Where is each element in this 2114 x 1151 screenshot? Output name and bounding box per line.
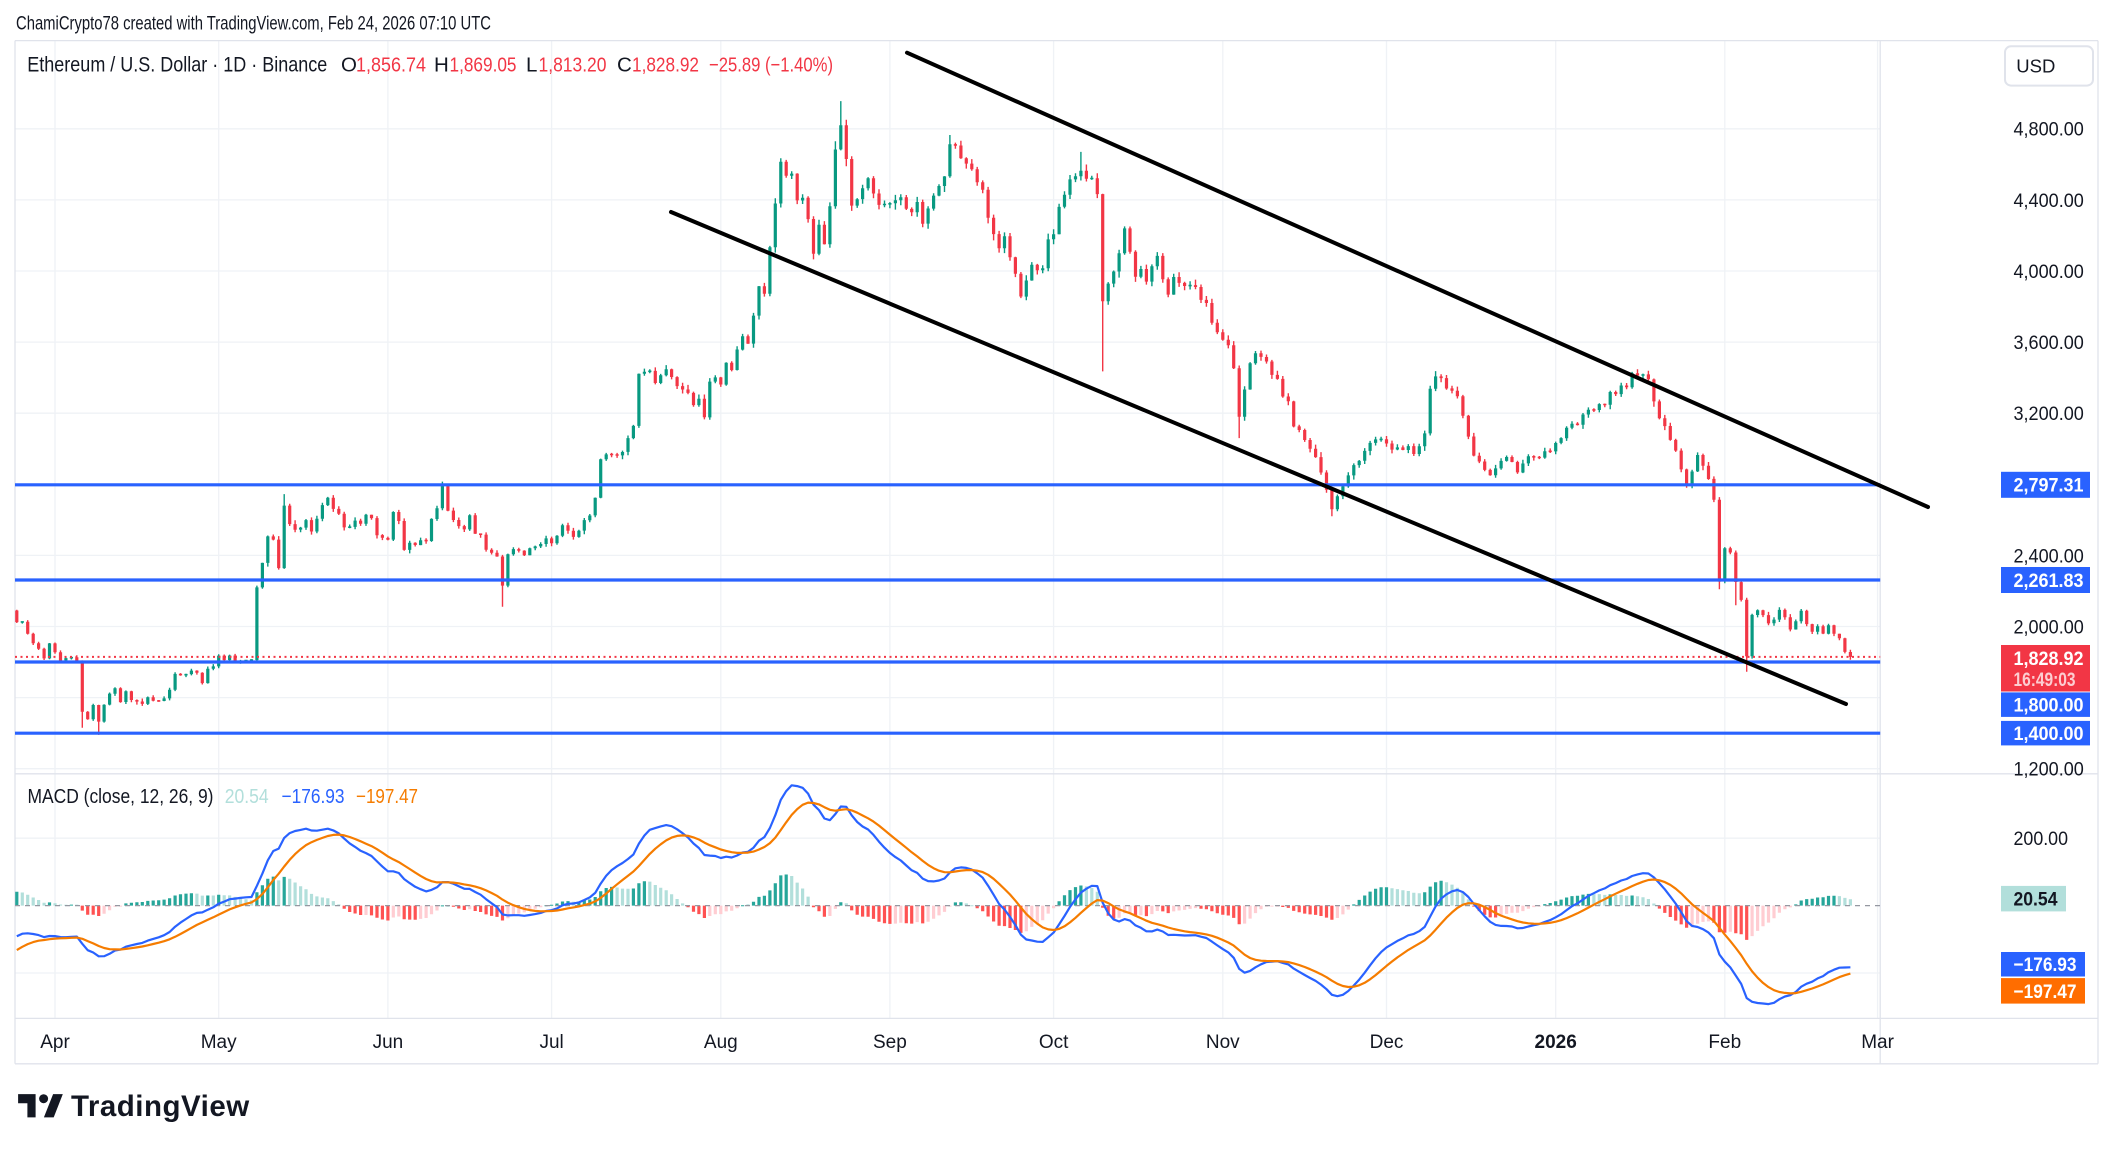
svg-text:1,800.00: 1,800.00	[2014, 695, 2084, 717]
svg-text:H: H	[434, 54, 449, 77]
svg-text:2,400.00: 2,400.00	[2014, 545, 2084, 567]
svg-text:ChamiCrypto78 created with Tra: ChamiCrypto78 created with TradingView.c…	[16, 13, 491, 35]
svg-text:−25.89 (−1.40%): −25.89 (−1.40%)	[709, 54, 833, 77]
svg-text:16:49:03: 16:49:03	[2014, 669, 2076, 691]
svg-text:−197.47: −197.47	[2014, 981, 2077, 1003]
svg-text:2026: 2026	[1535, 1032, 1577, 1053]
svg-text:1,813.20: 1,813.20	[539, 54, 607, 77]
svg-text:20.54: 20.54	[225, 786, 269, 808]
svg-text:2,797.31: 2,797.31	[2014, 475, 2084, 497]
svg-text:−176.93: −176.93	[2014, 954, 2077, 976]
svg-text:4,400.00: 4,400.00	[2014, 190, 2084, 212]
svg-text:L: L	[526, 54, 537, 77]
svg-text:MACD (close, 12, 26, 9): MACD (close, 12, 26, 9)	[28, 786, 214, 808]
svg-text:Sep: Sep	[873, 1032, 907, 1053]
svg-text:Aug: Aug	[704, 1032, 738, 1053]
svg-text:C: C	[617, 54, 632, 77]
svg-text:1,869.05: 1,869.05	[450, 54, 517, 77]
svg-text:−176.93: −176.93	[282, 786, 345, 808]
svg-text:Mar: Mar	[1861, 1032, 1894, 1053]
svg-text:May: May	[201, 1032, 237, 1053]
svg-text:Nov: Nov	[1206, 1032, 1240, 1053]
svg-text:200.00: 200.00	[2014, 828, 2069, 850]
svg-text:2,261.83: 2,261.83	[2014, 570, 2084, 592]
svg-text:Apr: Apr	[40, 1032, 70, 1053]
svg-text:USD: USD	[2016, 55, 2055, 76]
svg-text:Jul: Jul	[539, 1032, 563, 1053]
svg-text:1,828.92: 1,828.92	[632, 54, 699, 77]
svg-text:1,856.74: 1,856.74	[356, 54, 426, 77]
svg-text:4,800.00: 4,800.00	[2014, 119, 2084, 141]
svg-text:1,400.00: 1,400.00	[2014, 723, 2084, 745]
svg-text:Jun: Jun	[373, 1032, 404, 1053]
svg-text:−197.47: −197.47	[356, 786, 418, 808]
svg-text:1,828.92: 1,828.92	[2014, 648, 2084, 670]
svg-text:20.54: 20.54	[2014, 889, 2058, 911]
svg-text:Dec: Dec	[1370, 1032, 1404, 1053]
svg-text:Feb: Feb	[1708, 1032, 1741, 1053]
svg-text:Ethereum / U.S. Dollar · 1D ·: Ethereum / U.S. Dollar · 1D · Binance	[27, 54, 327, 77]
svg-text:TradingView: TradingView	[71, 1090, 250, 1123]
svg-text:O: O	[341, 54, 357, 77]
svg-text:2,000.00: 2,000.00	[2014, 616, 2084, 638]
svg-text:3,200.00: 3,200.00	[2014, 403, 2084, 425]
svg-text:Oct: Oct	[1039, 1032, 1069, 1053]
svg-text:1,200.00: 1,200.00	[2014, 759, 2084, 781]
svg-text:4,000.00: 4,000.00	[2014, 261, 2084, 283]
svg-text:3,600.00: 3,600.00	[2014, 332, 2084, 354]
